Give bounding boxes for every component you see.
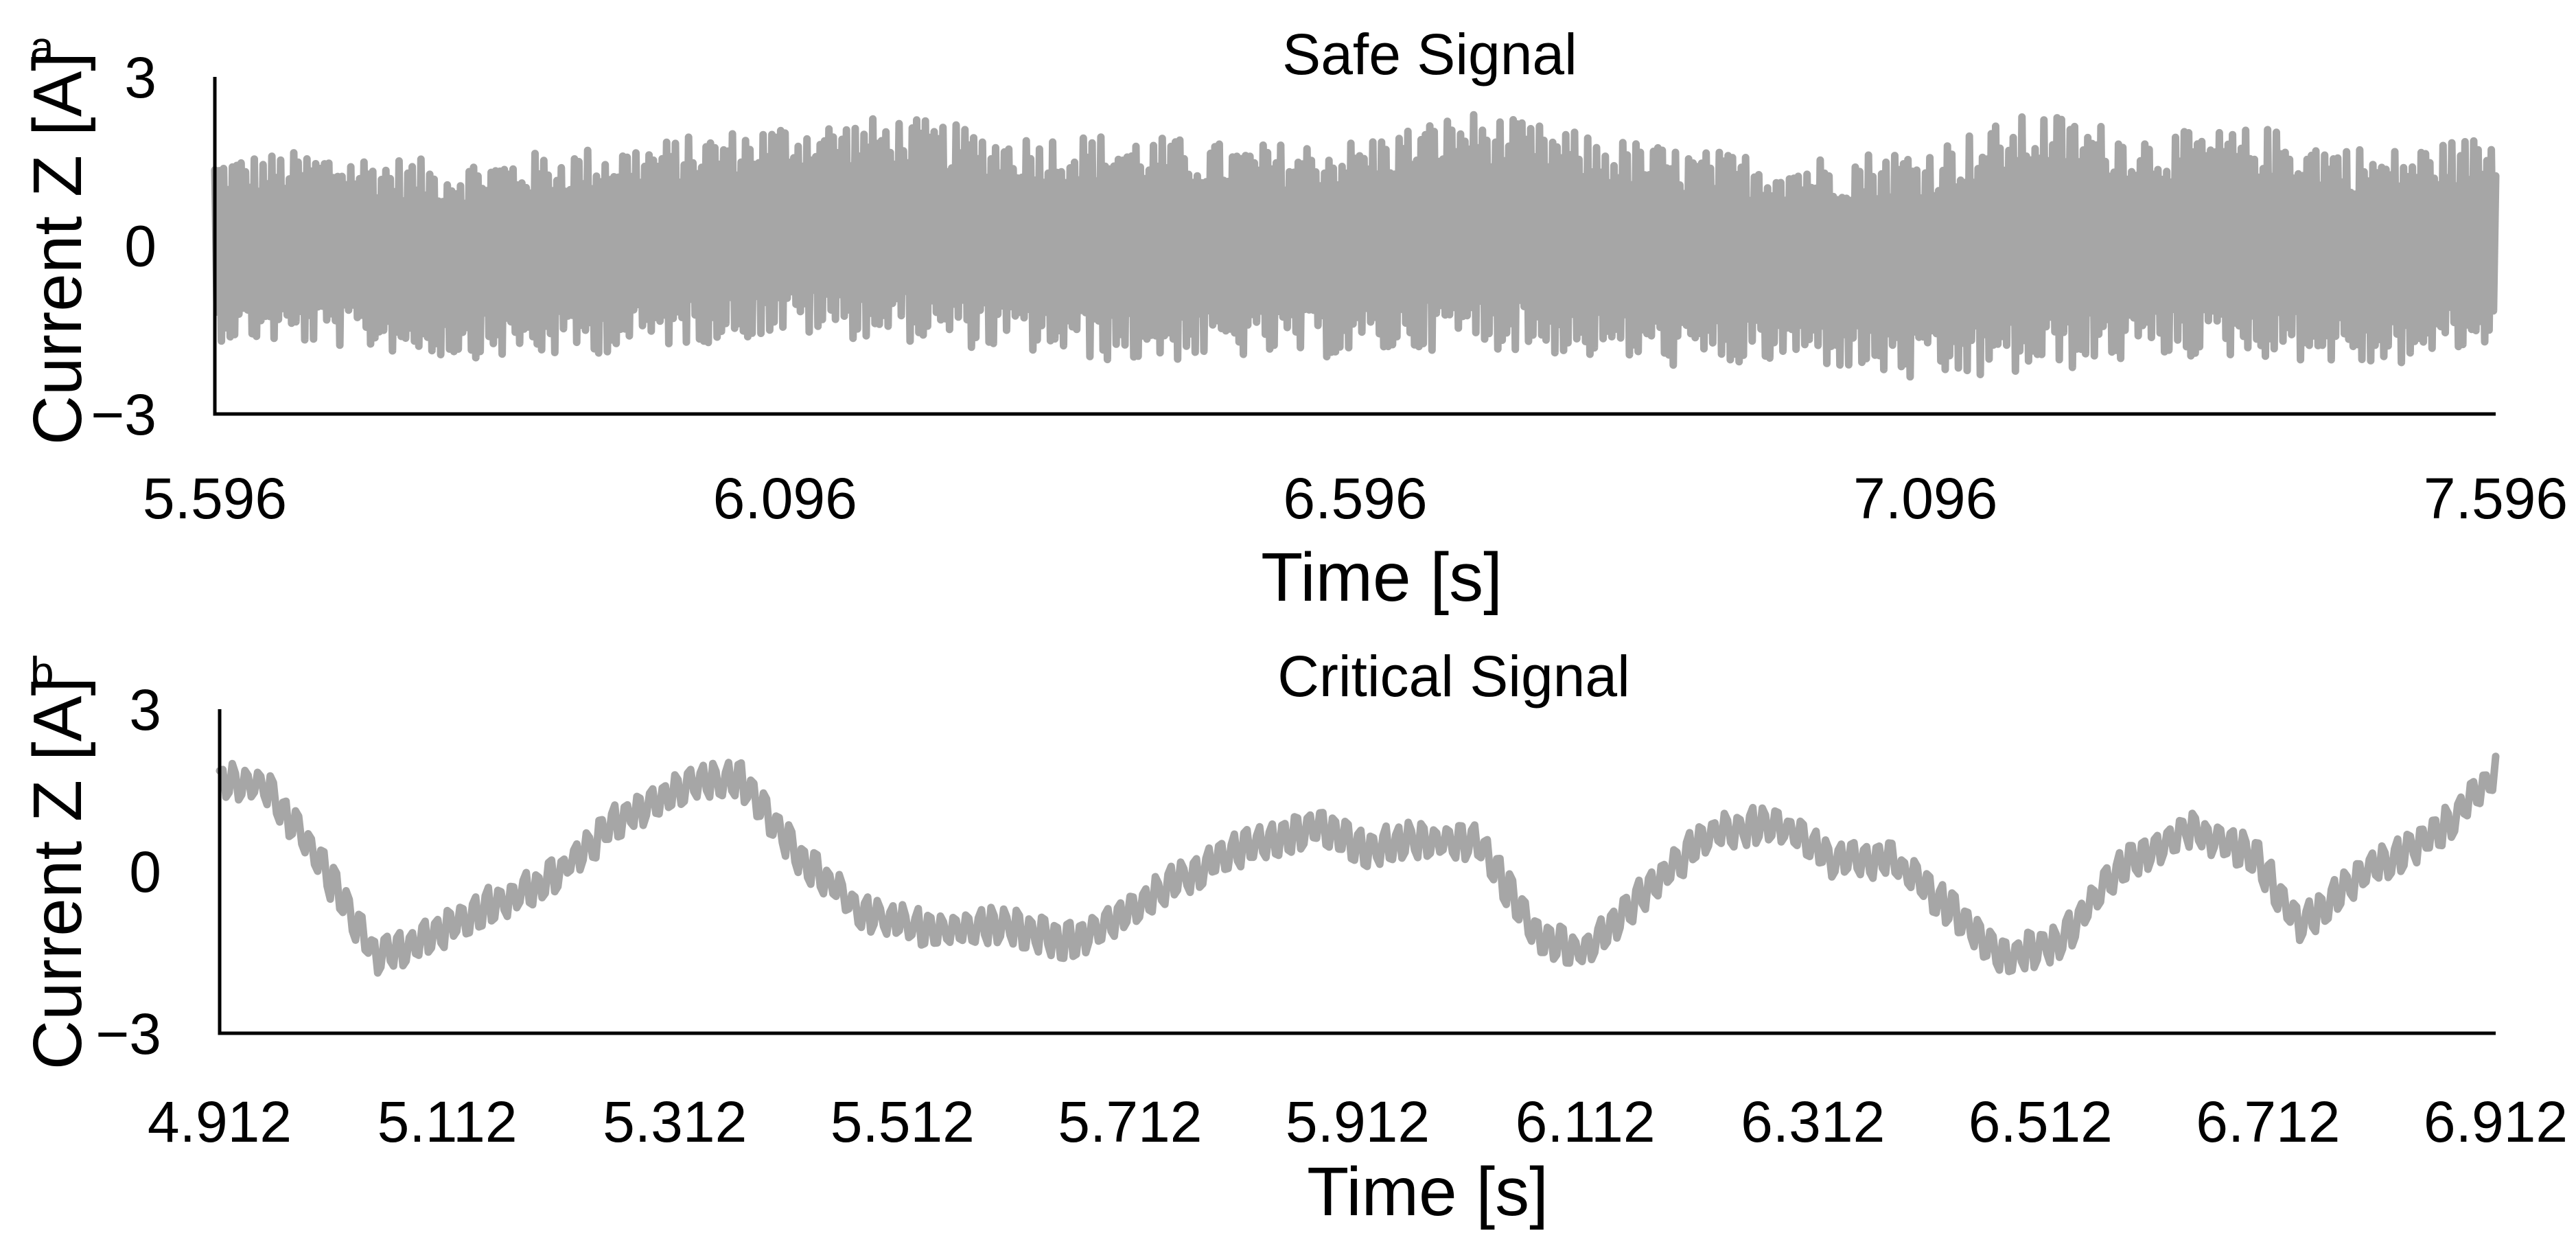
panel-b-y-tick-label: −3 xyxy=(95,1002,161,1066)
panel-a-series-line xyxy=(211,111,2500,381)
panel-a-y-tick-label: 0 xyxy=(124,214,156,279)
panel-a-safe-signal: a Safe Signal Current Z [A] Time [s] 3 0 −… xyxy=(19,22,2568,616)
panel-a-x-tick-label: 6.596 xyxy=(1283,466,1427,531)
panel-b-y-axis-title: Current Z [A] xyxy=(19,677,96,1070)
panel-b-x-tick-label: 6.312 xyxy=(1741,1090,1885,1154)
panel-b-x-axis-title: Time [s] xyxy=(1307,1153,1548,1230)
panel-b-x-tick-label: 5.912 xyxy=(1286,1090,1430,1154)
panel-b-x-tick-label: 6.712 xyxy=(2196,1090,2340,1154)
panel-b-series-line xyxy=(216,752,2500,977)
panel-b-axes xyxy=(218,709,2496,1035)
panel-a-y-tick-labels: 3 0 −3 xyxy=(91,45,156,447)
panel-b-title: Critical Signal xyxy=(1277,644,1630,709)
panel-a-x-tick-label: 6.096 xyxy=(713,466,857,531)
panel-b-x-tick-label: 6.512 xyxy=(1969,1090,2113,1154)
panel-a-y-tick-label: 3 xyxy=(124,45,156,110)
panel-b-label: b xyxy=(30,649,54,696)
panel-a-axes xyxy=(213,77,2496,416)
panel-a-x-axis-title: Time [s] xyxy=(1261,539,1502,616)
panel-b-y-tick-label: 0 xyxy=(129,840,161,904)
panel-b-x-tick-label: 6.112 xyxy=(1516,1090,1656,1154)
panel-b-critical-signal: b Critical Signal Current Z [A] Time [s]… xyxy=(19,644,2568,1230)
panel-a-y-tick-label: −3 xyxy=(91,382,156,447)
panel-b-x-tick-label: 5.112 xyxy=(378,1090,518,1154)
panel-a-title: Safe Signal xyxy=(1282,22,1577,87)
panel-a-x-tick-label: 7.596 xyxy=(2424,466,2568,531)
panel-b-y-tick-label: 3 xyxy=(129,678,161,742)
panel-a-x-tick-label: 7.096 xyxy=(1853,466,1997,531)
panel-b-x-tick-label: 4.912 xyxy=(148,1090,292,1154)
panel-b-x-tick-label: 5.312 xyxy=(603,1090,747,1154)
panel-b-y-tick-labels: 3 0 −3 xyxy=(95,678,161,1066)
panel-b-x-tick-label: 6.912 xyxy=(2424,1090,2568,1154)
panel-a-x-tick-label: 5.596 xyxy=(143,466,287,531)
panel-a-label: a xyxy=(30,24,54,71)
panel-b-x-tick-label: 5.512 xyxy=(831,1090,975,1154)
panel-b-x-tick-label: 5.712 xyxy=(1058,1090,1202,1154)
panel-a-y-axis-title: Current Z [A] xyxy=(19,52,96,445)
panel-a-x-tick-labels: 5.596 6.096 6.596 7.096 7.596 xyxy=(143,466,2568,531)
panel-b-x-tick-labels: 4.912 5.112 5.312 5.512 5.712 5.912 6.112 6.312… xyxy=(148,1090,2568,1154)
